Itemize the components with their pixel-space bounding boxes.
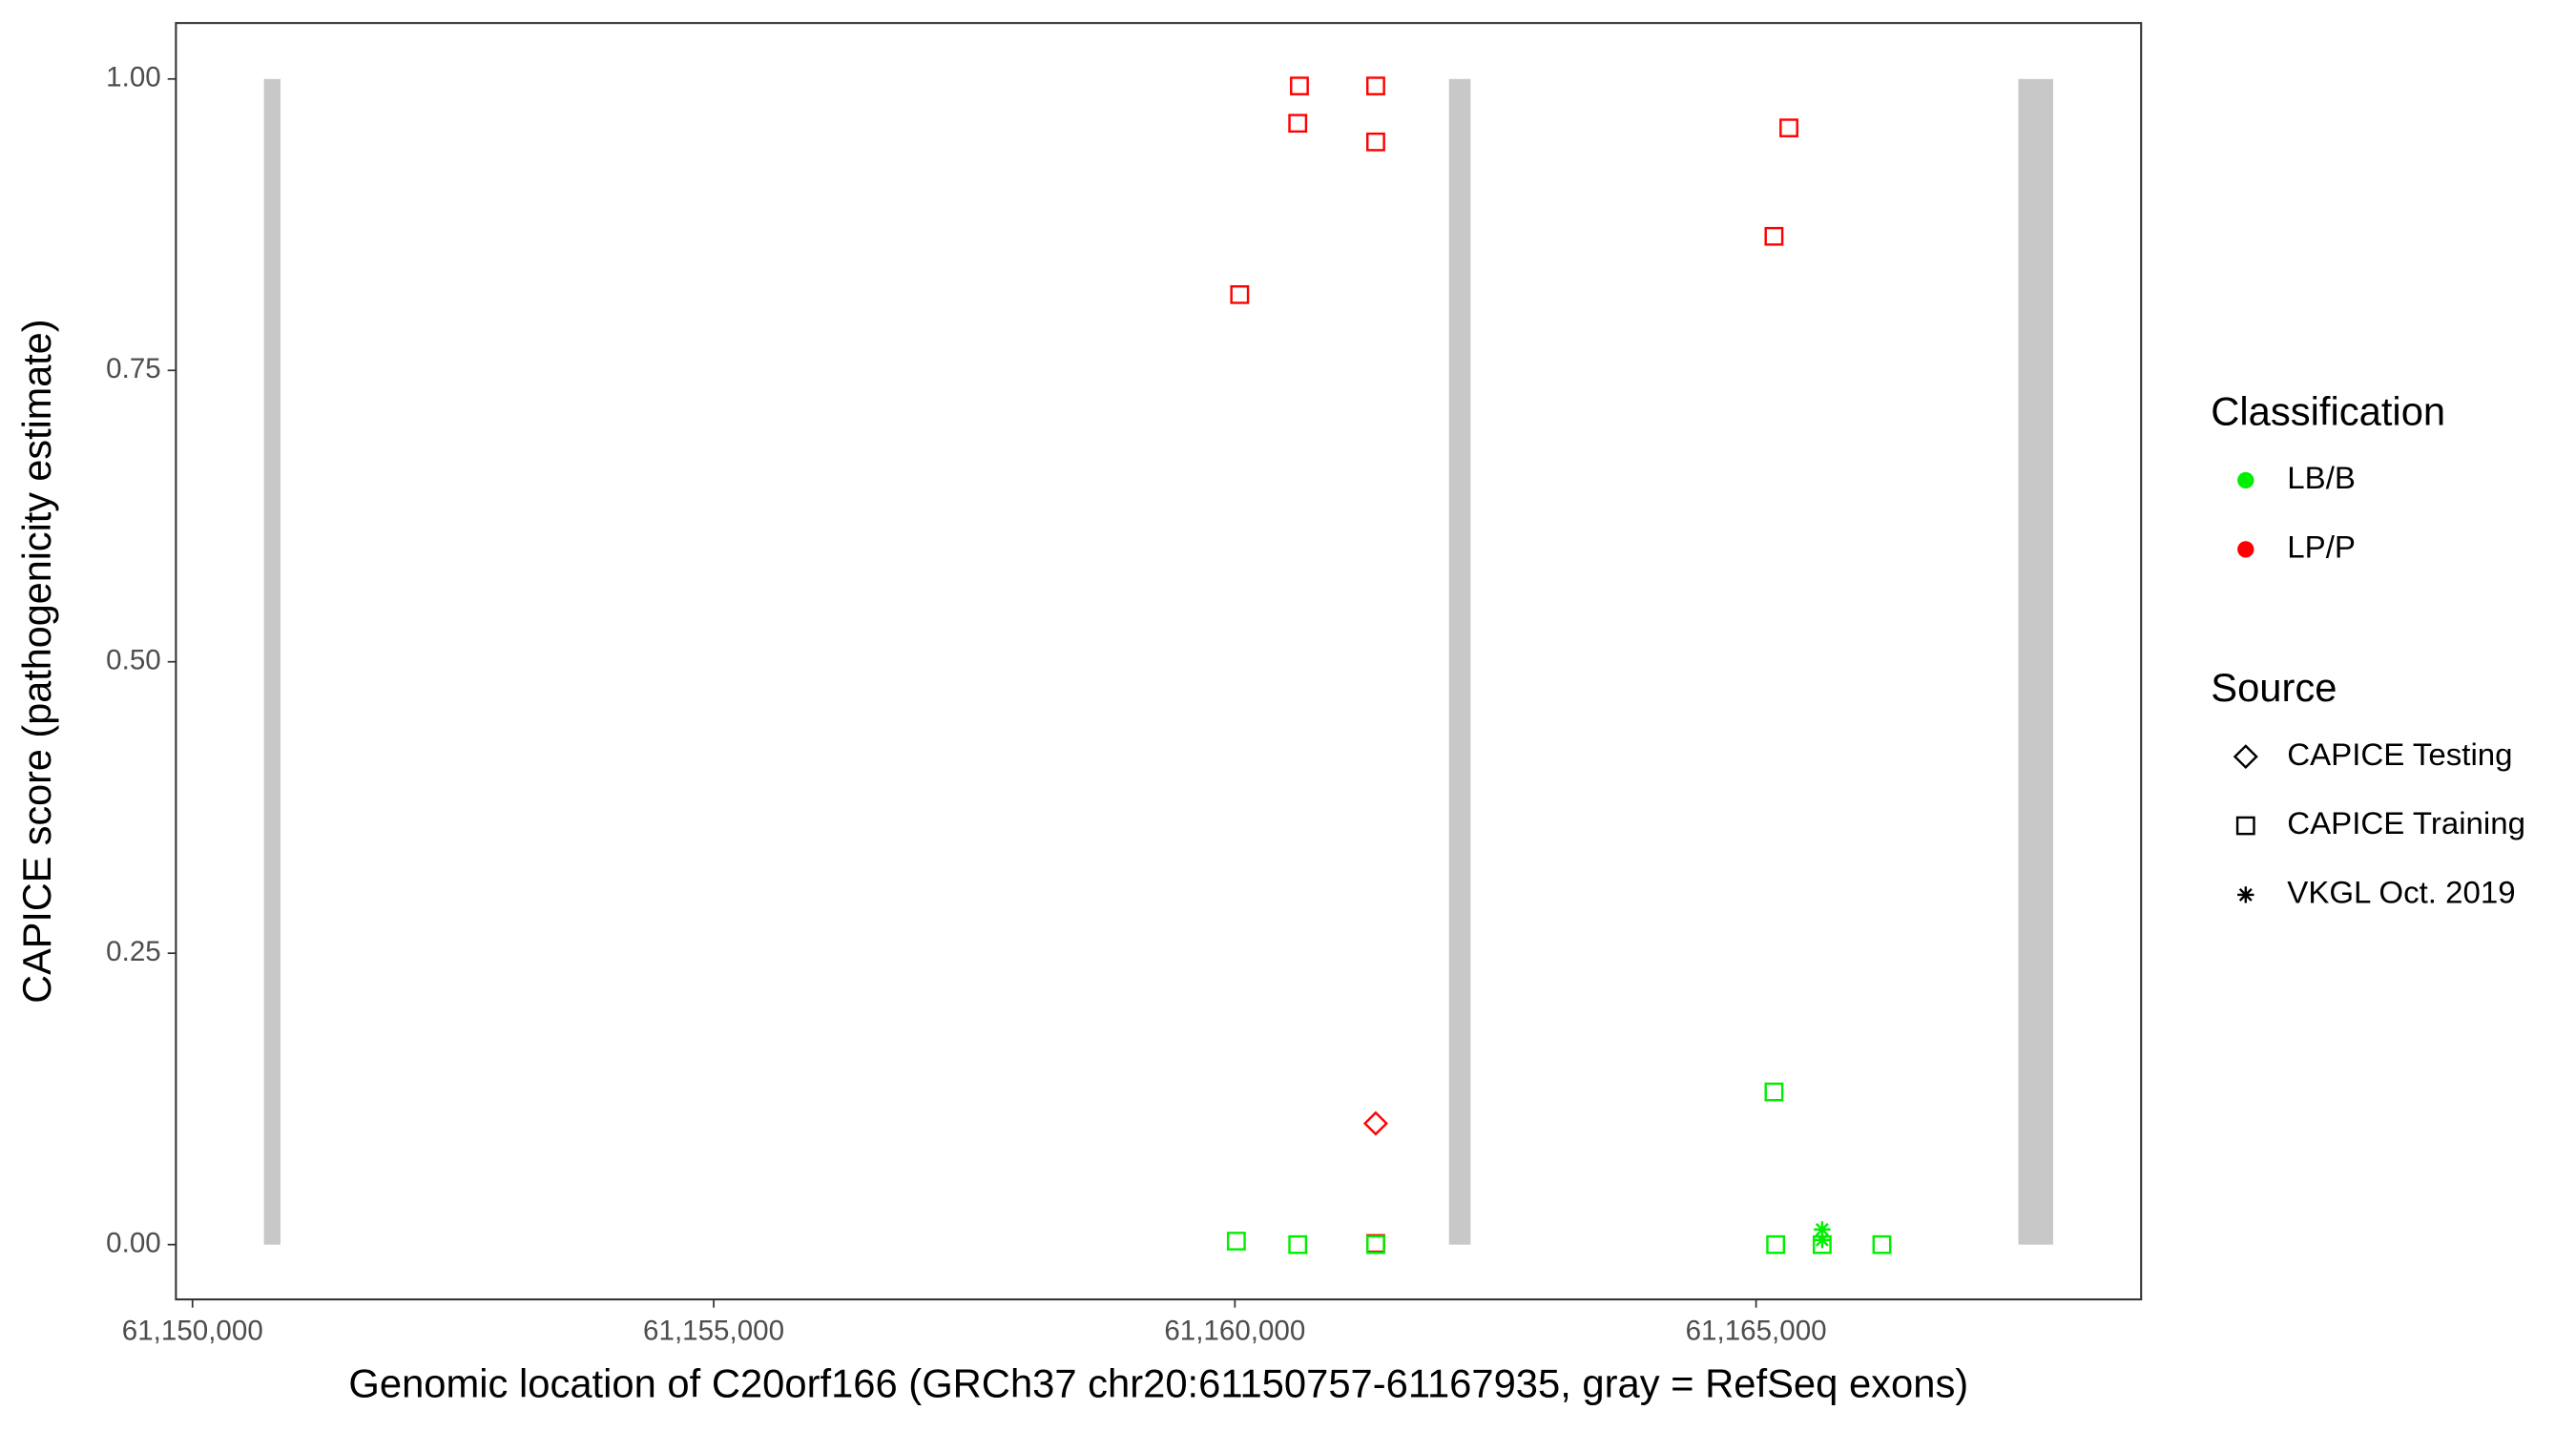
exon xyxy=(1448,78,1471,1245)
legend-swatch xyxy=(2235,816,2255,836)
x-tick-label: 61,160,000 xyxy=(1164,1315,1305,1346)
point xyxy=(1814,1221,1831,1238)
y-tick-label: 0.25 xyxy=(106,936,161,967)
point xyxy=(1288,1234,1308,1255)
point xyxy=(1230,285,1250,304)
exon xyxy=(263,78,280,1245)
legend-label: CAPICE Testing xyxy=(2287,736,2512,772)
point xyxy=(1366,76,1385,95)
legend-title: Classification xyxy=(2211,389,2445,434)
legend-swatch xyxy=(2237,471,2254,489)
x-tick-label: 61,150,000 xyxy=(122,1315,263,1346)
y-tick-label: 0.00 xyxy=(106,1228,161,1259)
x-tick-label: 61,155,000 xyxy=(643,1315,784,1346)
plot-border xyxy=(175,22,2143,1301)
legend-title: Source xyxy=(2211,665,2337,710)
legend-swatch xyxy=(2237,886,2254,903)
x-tick-label: 61,165,000 xyxy=(1686,1315,1827,1346)
y-axis-title: CAPICE score (pathogenicity estimate) xyxy=(14,320,59,1004)
legend-swatch xyxy=(2237,541,2254,558)
x-axis-title: Genomic location of C20orf166 (GRCh37 ch… xyxy=(348,1361,1968,1406)
legend-swatch xyxy=(2233,744,2258,770)
point xyxy=(1288,114,1308,134)
point xyxy=(1226,1232,1246,1251)
point xyxy=(1366,1234,1385,1254)
point xyxy=(1872,1234,1892,1255)
point xyxy=(1290,76,1309,95)
point xyxy=(1779,118,1798,137)
point xyxy=(1766,1234,1786,1255)
y-tick-label: 1.00 xyxy=(106,62,161,93)
legend-label: LP/P xyxy=(2287,529,2356,565)
legend-label: VKGL Oct. 2019 xyxy=(2287,875,2515,910)
point xyxy=(1362,1110,1388,1136)
point xyxy=(1814,1232,1831,1249)
point xyxy=(1366,1234,1385,1255)
y-tick-label: 0.50 xyxy=(106,645,161,676)
point xyxy=(1764,226,1784,246)
legend-label: CAPICE Training xyxy=(2287,805,2525,840)
legend-label: LB/B xyxy=(2287,460,2356,495)
point xyxy=(1366,132,1385,152)
y-tick-label: 0.75 xyxy=(106,353,161,384)
point xyxy=(1764,1082,1784,1102)
exon xyxy=(2018,78,2053,1245)
